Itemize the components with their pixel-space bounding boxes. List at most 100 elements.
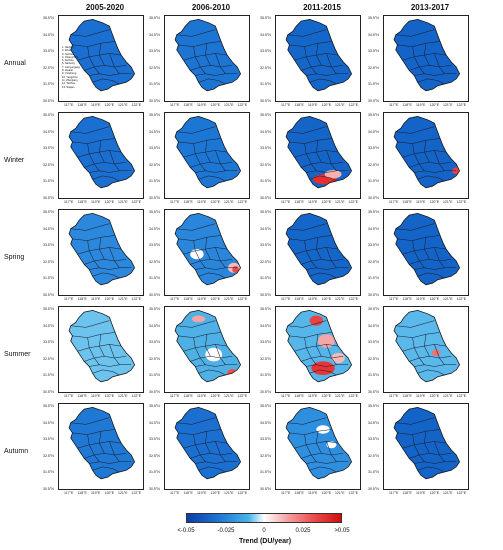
y-tick-label: 35.5°N: [368, 210, 379, 214]
x-tick-label: 120°E: [321, 491, 332, 495]
y-tick-label: 33.5°N: [368, 243, 379, 247]
y-tick-label: 30.5°N: [43, 486, 54, 491]
city-legend-item: 1. Nanjing: [62, 46, 74, 49]
province-outline: [174, 407, 242, 480]
city-border: [99, 237, 105, 260]
province-map: [393, 310, 461, 383]
city-border: [309, 466, 337, 473]
y-tick-label: 35.5°N: [368, 16, 379, 20]
city-border: [287, 417, 327, 425]
y-tick-label: 30.5°N: [260, 486, 271, 491]
city-border: [193, 143, 206, 171]
city-border: [70, 320, 110, 328]
city-legend-item: 7. Lianyungang: [62, 65, 80, 69]
colorbar-tick-3: 0.025: [295, 528, 311, 534]
city-border: [109, 441, 120, 462]
province-outline: [285, 19, 353, 92]
x-tick-label: 122°E: [456, 491, 467, 495]
x-tick-label: 122°E: [348, 297, 359, 301]
y-tick-label: 35.5°N: [149, 307, 160, 311]
y-tick-label: 32.5°N: [368, 356, 379, 361]
x-tick-label: 117°E: [281, 103, 291, 107]
map-panel-spring-2: [275, 209, 361, 296]
y-tick-label: 31.5°N: [149, 179, 160, 183]
x-tick-label: 121°E: [118, 103, 128, 107]
province-map: [174, 407, 242, 480]
city-border: [193, 240, 206, 268]
y-tick-label: 35.5°N: [368, 404, 379, 408]
city-border: [287, 320, 327, 328]
city-border: [70, 126, 110, 134]
y-tick-label: 32.5°N: [43, 259, 54, 264]
x-tick-label: 119°E: [197, 297, 207, 301]
y-tick-label: 33.5°N: [260, 243, 271, 247]
city-border: [309, 78, 337, 85]
y-tick-label: 35.5°N: [149, 404, 160, 408]
x-tick-label: 122°E: [237, 200, 248, 204]
city-border: [326, 344, 337, 365]
city-border: [414, 364, 457, 367]
map-panel-spring-1: [164, 209, 250, 296]
map-panel-summer-2: [275, 306, 361, 393]
x-tick-label: 120°E: [104, 394, 115, 398]
city-border: [395, 223, 435, 231]
city-legend-item: 8. Huaian: [62, 69, 74, 73]
city-border: [92, 466, 120, 473]
city-border: [215, 441, 226, 462]
map-panel-autumn-0: [58, 403, 144, 490]
y-tick-label: 30.5°N: [260, 98, 271, 103]
y-tick-label: 32.5°N: [43, 65, 54, 70]
y-tick-label: 35.5°N: [260, 113, 271, 117]
x-tick-label: 121°E: [335, 394, 345, 398]
y-tick-label: 33.5°N: [43, 340, 54, 344]
city-border: [99, 140, 105, 163]
x-tick-label: 119°E: [197, 491, 207, 495]
city-border: [417, 369, 445, 376]
city-border: [178, 429, 221, 435]
city-border: [304, 143, 317, 171]
x-tick-label: 117°E: [281, 200, 291, 204]
trend-fill: [175, 213, 241, 285]
x-tick-label: 120°E: [104, 103, 115, 107]
y-tick-label: 34.5°N: [368, 420, 379, 425]
y-tick-label: 32.5°N: [260, 356, 271, 361]
city-border: [326, 441, 337, 462]
x-tick-label: 120°E: [321, 200, 332, 204]
y-tick-label: 35.5°N: [260, 210, 271, 214]
x-tick-label: 121°E: [443, 491, 453, 495]
x-tick-label: 122°E: [456, 297, 467, 301]
x-tick-label: 120°E: [104, 200, 115, 204]
x-tick-label: 122°E: [348, 491, 359, 495]
trend-fill: [175, 407, 241, 479]
x-tick-label: 122°E: [131, 297, 142, 301]
trend-fill: [286, 213, 352, 285]
city-border: [195, 461, 238, 464]
y-tick-label: 31.5°N: [149, 276, 160, 280]
city-border: [395, 417, 435, 425]
city-border: [70, 29, 110, 37]
province-outline: [393, 407, 461, 480]
province-map: [393, 213, 461, 286]
city-border: [412, 240, 425, 268]
city-border: [99, 43, 105, 66]
city-border: [89, 364, 132, 367]
x-tick-label: 121°E: [118, 297, 128, 301]
y-tick-label: 30.5°N: [43, 98, 54, 103]
colorbar: [186, 513, 342, 523]
city-border: [306, 73, 349, 76]
x-tick-label: 120°E: [210, 200, 221, 204]
y-tick-label: 31.5°N: [43, 179, 54, 183]
city-border: [412, 337, 425, 365]
y-tick-label: 32.5°N: [149, 259, 160, 264]
x-tick-label: 119°E: [91, 200, 101, 204]
x-tick-label: 121°E: [443, 394, 453, 398]
y-tick-label: 35.5°N: [260, 16, 271, 20]
y-tick-label: 33.5°N: [260, 146, 271, 150]
city-border: [70, 417, 110, 425]
city-border: [287, 126, 327, 134]
x-tick-label: 122°E: [131, 200, 142, 204]
y-tick-label: 34.5°N: [43, 226, 54, 231]
city-border: [195, 364, 238, 367]
x-tick-label: 119°E: [308, 200, 318, 204]
x-tick-label: 121°E: [118, 200, 128, 204]
